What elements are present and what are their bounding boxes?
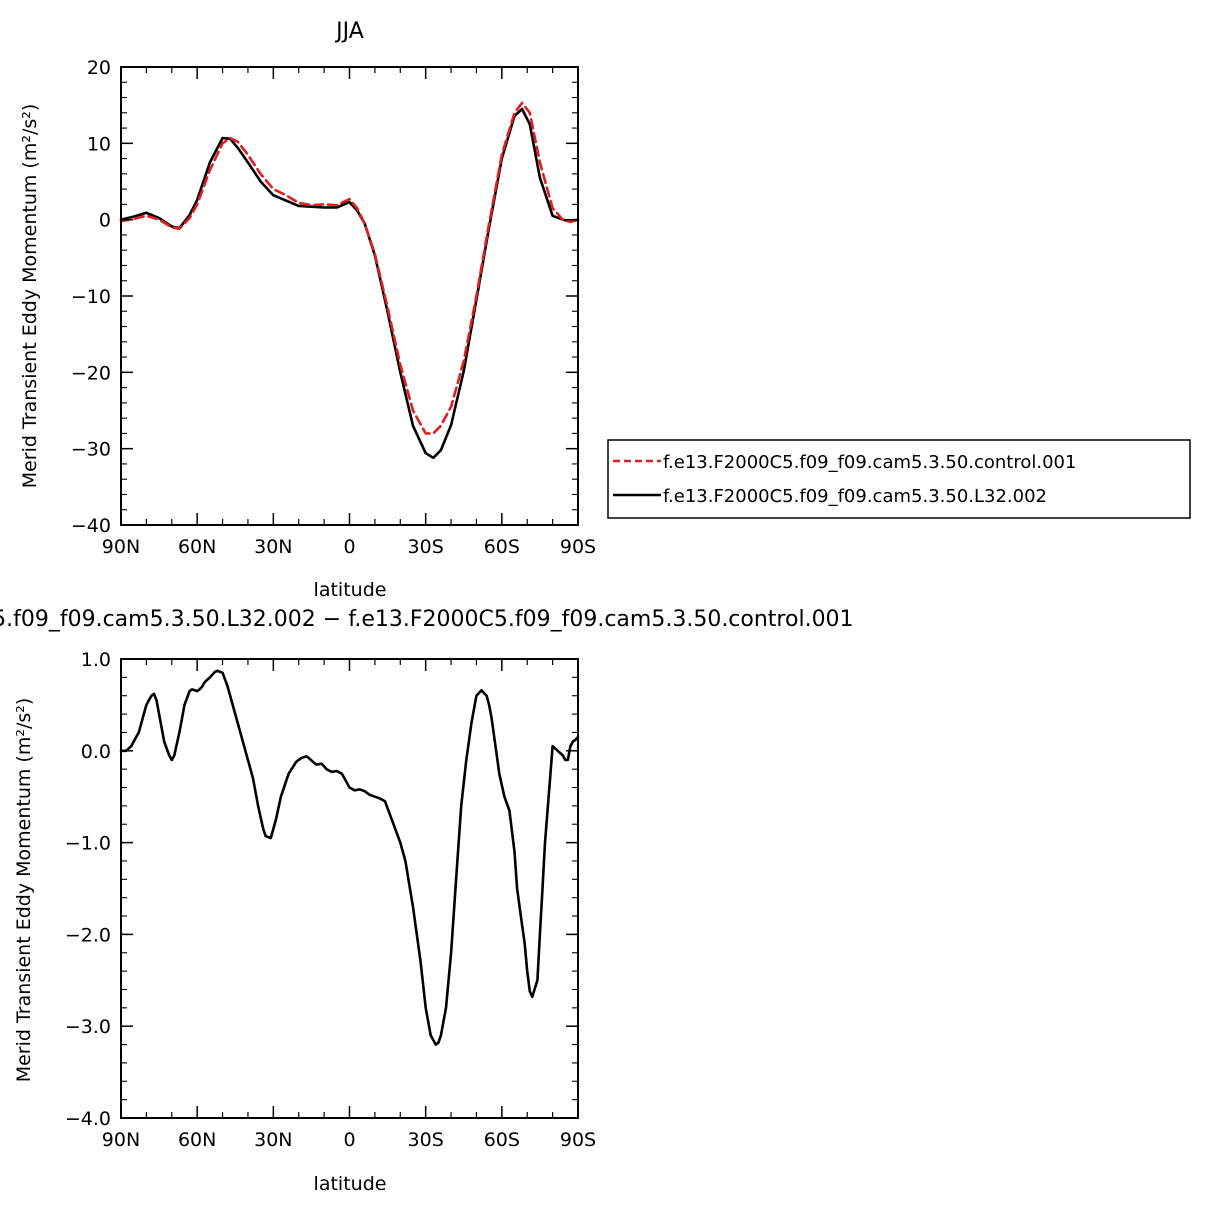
- x-tick-label: 30N: [254, 536, 292, 558]
- series-line-0-0: [119, 101, 580, 435]
- x-tick-label: 90N: [102, 1129, 140, 1151]
- y-tick-label: −40: [71, 515, 111, 537]
- bottom-panel-title: f.e13.F2000C5.f09_f09.cam5.3.50.L32.002 …: [0, 607, 854, 632]
- x-tick-label: 60N: [178, 536, 216, 558]
- bottom-panel-frame: [120, 658, 579, 1119]
- y-tick-label: 0: [99, 210, 111, 232]
- x-tick-label: 60N: [178, 1129, 216, 1151]
- y-tick-label: −4.0: [65, 1108, 111, 1130]
- bottom-panel-ticks: 90N 60N 30N 0 30S 60S 90S 1.0 0.0 −1.0 −2.0 −3.0 −4.…: [65, 649, 596, 1151]
- x-tick-label: 0: [343, 536, 355, 558]
- series-line-1-0: [119, 669, 580, 1046]
- bottom-panel: f.e13.F2000C5.f09_f09.cam5.3.50.L32.002 …: [0, 607, 854, 1195]
- top-panel-x-axis-label: latitude: [314, 579, 387, 601]
- bottom-panel-y-axis-label: Merid Transient Eddy Momentum (m²/s²): [13, 698, 35, 1083]
- x-tick-label: 90S: [560, 1129, 596, 1151]
- x-tick-label: 60S: [484, 1129, 520, 1151]
- x-tick-label: 30S: [408, 1129, 444, 1151]
- y-tick-label: −10: [71, 286, 111, 308]
- y-tick-label: 1.0: [81, 649, 111, 671]
- y-tick-label: −2.0: [65, 924, 111, 946]
- legend: f.e13.F2000C5.f09_f09.cam5.3.50.control.…: [607, 439, 1191, 519]
- x-tick-label: 0: [343, 1129, 355, 1151]
- y-tick-label: 10: [87, 133, 111, 155]
- bottom-panel-series-lines: [119, 669, 580, 1046]
- bottom-panel-x-axis-label: latitude: [314, 1173, 387, 1195]
- top-panel-series-lines: [119, 101, 580, 460]
- x-tick-label: 90N: [102, 536, 140, 558]
- y-tick-label: −3.0: [65, 1016, 111, 1038]
- x-tick-label: 60S: [484, 536, 520, 558]
- y-tick-label: −1.0: [65, 833, 111, 855]
- y-tick-label: 0.0: [81, 741, 111, 763]
- legend-label-l32: f.e13.F2000C5.f09_f09.cam5.3.50.L32.002: [663, 486, 1047, 507]
- y-tick-label: 20: [87, 57, 111, 79]
- legend-label-control: f.e13.F2000C5.f09_f09.cam5.3.50.control.…: [663, 452, 1076, 473]
- top-panel: JJA 90N 60N 30N 0 30S 60S 90S 20 10 0 −10 −20 −30 −40…: [19, 19, 1191, 601]
- y-tick-label: −20: [71, 362, 111, 384]
- x-tick-label: 90S: [560, 536, 596, 558]
- legend-box: [607, 439, 1191, 519]
- x-tick-label: 30N: [254, 1129, 292, 1151]
- top-panel-ticks: 90N 60N 30N 0 30S 60S 90S 20 10 0 −10 −20 −30 −40: [71, 57, 596, 558]
- top-panel-title: JJA: [334, 19, 364, 44]
- x-tick-label: 30S: [408, 536, 444, 558]
- y-tick-label: −30: [71, 439, 111, 461]
- series-line-0-1: [119, 107, 580, 460]
- top-panel-y-axis-label: Merid Transient Eddy Momentum (m²/s²): [19, 104, 41, 489]
